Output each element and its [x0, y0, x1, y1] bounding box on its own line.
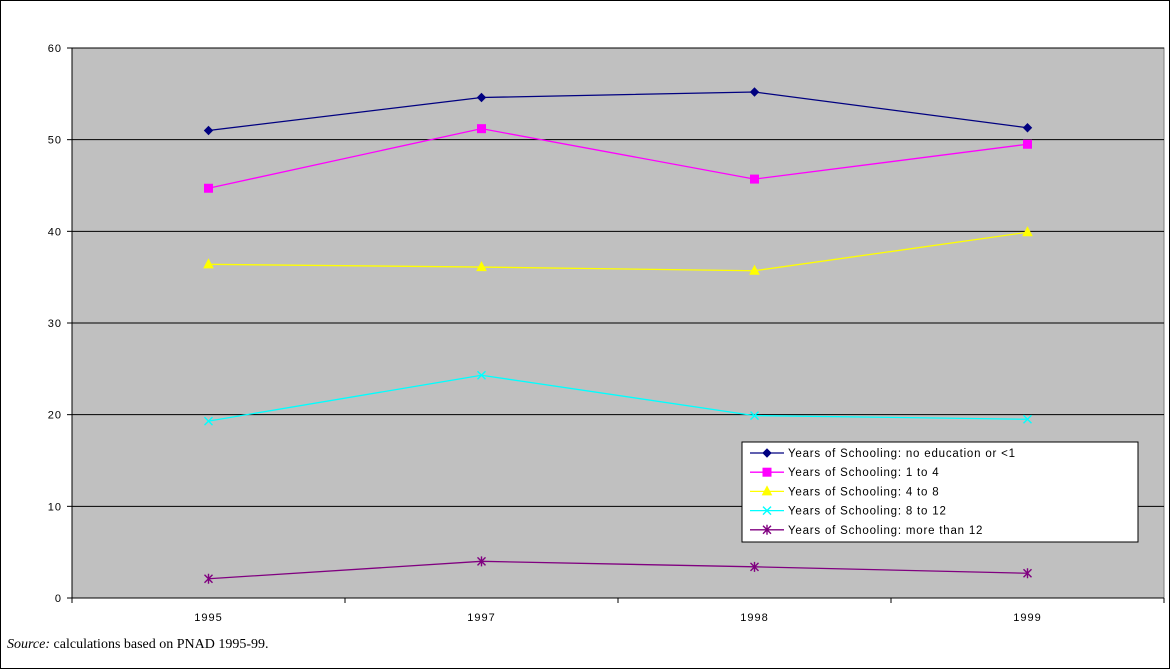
legend-label: Years of Schooling: no education or <1 [788, 448, 1016, 460]
y-tick-label: 0 [55, 593, 62, 605]
legend-item: Years of Schooling: more than 12 [750, 524, 983, 537]
legend-marker [762, 506, 772, 516]
x-tick-label: 1997 [467, 612, 495, 624]
data-point [1023, 568, 1032, 579]
series-line [208, 560, 1028, 580]
data-point [204, 416, 213, 426]
data-point [750, 411, 759, 421]
series-line [208, 91, 1028, 132]
series-5 [204, 556, 1032, 584]
series-group [203, 87, 1033, 584]
legend-marker [762, 524, 772, 535]
data-point [749, 264, 760, 275]
y-tick-label: 10 [48, 501, 62, 513]
data-point [203, 258, 214, 269]
y-tick-label: 50 [48, 135, 62, 147]
line-chart: 0 10 20 30 40 50 60 1995 1997 1998 1999 Years of … [48, 43, 1165, 624]
data-point [1023, 414, 1032, 424]
data-point [204, 573, 213, 584]
data-point [1022, 226, 1033, 237]
legend-item: Years of Schooling: 1 to 4 [750, 467, 939, 479]
legend-marker [761, 485, 773, 496]
legend-box [741, 441, 1139, 543]
data-point [477, 556, 486, 567]
data-point [750, 174, 759, 184]
legend-label: Years of Schooling: 4 to 8 [788, 486, 939, 498]
legend-marker [762, 467, 772, 477]
legend-label: Years of Schooling: 8 to 12 [788, 506, 947, 518]
y-tick-label: 30 [48, 318, 62, 330]
x-tick-label: 1999 [1013, 612, 1041, 624]
data-point [1022, 123, 1033, 133]
x-axis-ticks: 1995 1997 1998 1999 [71, 598, 1165, 624]
data-point [1023, 139, 1032, 149]
source-text: calculations based on PNAD 1995-99. [50, 637, 269, 652]
data-point [204, 183, 213, 193]
y-tick-label: 40 [48, 226, 62, 238]
legend-item: Years of Schooling: no education or <1 [750, 448, 1016, 460]
series-2 [204, 124, 1032, 193]
data-point [477, 370, 486, 380]
gridlines [72, 47, 1164, 507]
legend: Years of Schooling: no education or <1 Ye… [741, 441, 1139, 543]
series-line [208, 231, 1028, 272]
data-point [749, 87, 760, 97]
x-tick-label: 1998 [740, 612, 768, 624]
legend-item: Years of Schooling: 4 to 8 [750, 485, 939, 498]
data-point [476, 92, 487, 103]
data-point [203, 125, 214, 136]
y-tick-label: 20 [48, 410, 62, 422]
series-3 [203, 226, 1033, 275]
data-point [476, 261, 487, 272]
series-line [208, 374, 1028, 422]
x-tick-label: 1995 [194, 612, 222, 624]
legend-label: Years of Schooling: 1 to 4 [788, 467, 939, 479]
data-point [750, 561, 759, 572]
series-4 [204, 370, 1032, 426]
legend-item: Years of Schooling: 8 to 12 [750, 506, 947, 518]
y-tick-label: 60 [48, 43, 62, 55]
legend-label: Years of Schooling: more than 12 [788, 525, 983, 537]
series-line [208, 128, 1028, 189]
legend-marker [762, 448, 772, 458]
source-label: Source: [7, 637, 51, 652]
y-axis-ticks: 0 10 20 30 40 50 60 [48, 43, 72, 605]
source-note: Source: calculations based on PNAD 1995-… [7, 637, 269, 653]
data-point [477, 124, 486, 134]
series-1 [203, 87, 1033, 136]
